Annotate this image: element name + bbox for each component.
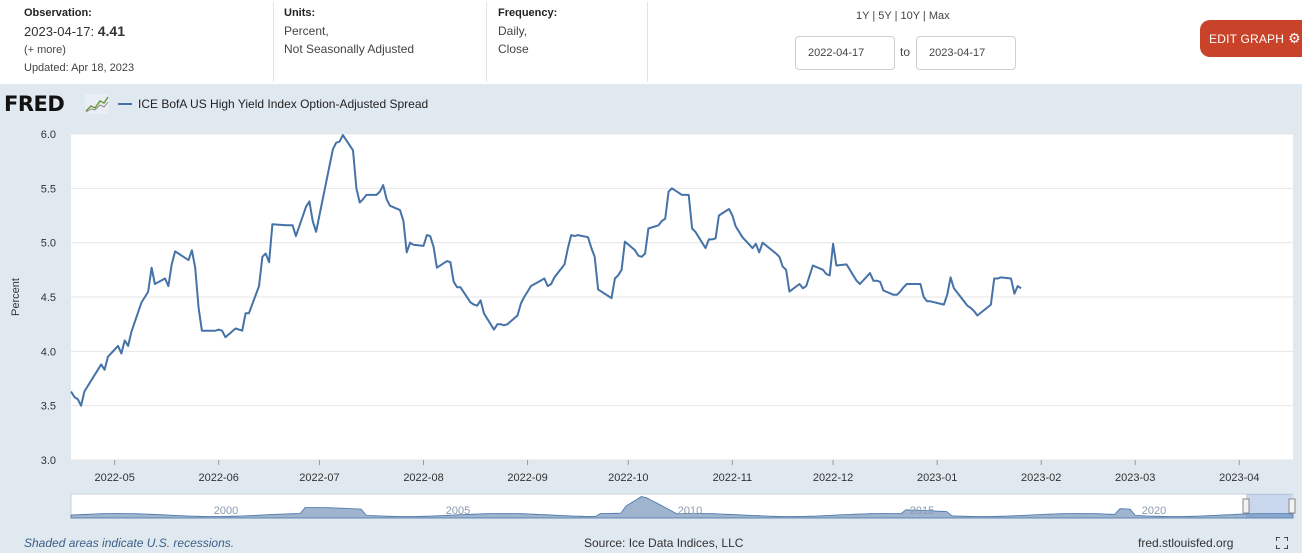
site-url[interactable]: fred.stlouisfed.org [1138, 536, 1234, 550]
gear-icon: ⚙ [1288, 30, 1301, 46]
frequency-line2: Close [498, 42, 529, 56]
source-note: Source: Ice Data Indices, LLC [584, 536, 744, 550]
frequency-label: Frequency: [498, 7, 558, 19]
edit-graph-label: EDIT GRAPH [1209, 31, 1285, 46]
updated-date: Updated: Apr 18, 2023 [24, 62, 135, 74]
legend-series-label: ICE BofA US High Yield Index Option-Adju… [138, 97, 429, 111]
observation-date: 2023-04-17: [24, 24, 95, 39]
recession-note: Shaded areas indicate U.S. recessions. [24, 536, 235, 550]
units-label: Units: [284, 7, 316, 19]
divider [647, 2, 648, 82]
observation-block: Observation: 2023-04-17: 4.41 (+ more) U… [24, 4, 134, 77]
top-info-bar: Observation: 2023-04-17: 4.41 (+ more) U… [0, 0, 1302, 84]
fred-logo[interactable]: FRED [4, 92, 65, 116]
range-links: 1Y | 5Y | 10Y | Max [856, 10, 950, 22]
observation-more-link[interactable]: (+ more) [24, 44, 66, 56]
units-line1: Percent, [284, 24, 329, 38]
frequency-line1: Daily, [498, 24, 528, 38]
units-line2: Not Seasonally Adjusted [284, 42, 415, 56]
observation-label: Observation: [24, 7, 92, 19]
range-max-link[interactable]: Max [928, 10, 950, 22]
units-block: Units: Percent, Not Seasonally Adjusted [284, 4, 414, 58]
legend-swatch [118, 103, 132, 105]
frequency-block: Frequency: Daily, Close [498, 4, 557, 58]
divider [486, 2, 487, 82]
date-range-to-label: to [900, 45, 911, 59]
range-1y-link[interactable]: 1Y [856, 10, 870, 22]
chart-legend: ICE BofA US High Yield Index Option-Adju… [118, 97, 428, 111]
divider [273, 2, 274, 82]
fullscreen-icon[interactable] [1276, 537, 1288, 549]
chart-area [0, 84, 1302, 553]
range-10y-link[interactable]: 10Y [900, 10, 920, 22]
observation-value: 4.41 [97, 23, 125, 39]
end-date-input[interactable] [916, 36, 1016, 70]
range-5y-link[interactable]: 5Y [878, 10, 892, 22]
start-date-input[interactable] [795, 36, 895, 70]
edit-graph-button[interactable]: EDIT GRAPH ⚙ [1200, 20, 1302, 57]
fred-line-graph-icon [85, 94, 109, 114]
observation-value-line: 2023-04-17: 4.41 [24, 22, 134, 41]
